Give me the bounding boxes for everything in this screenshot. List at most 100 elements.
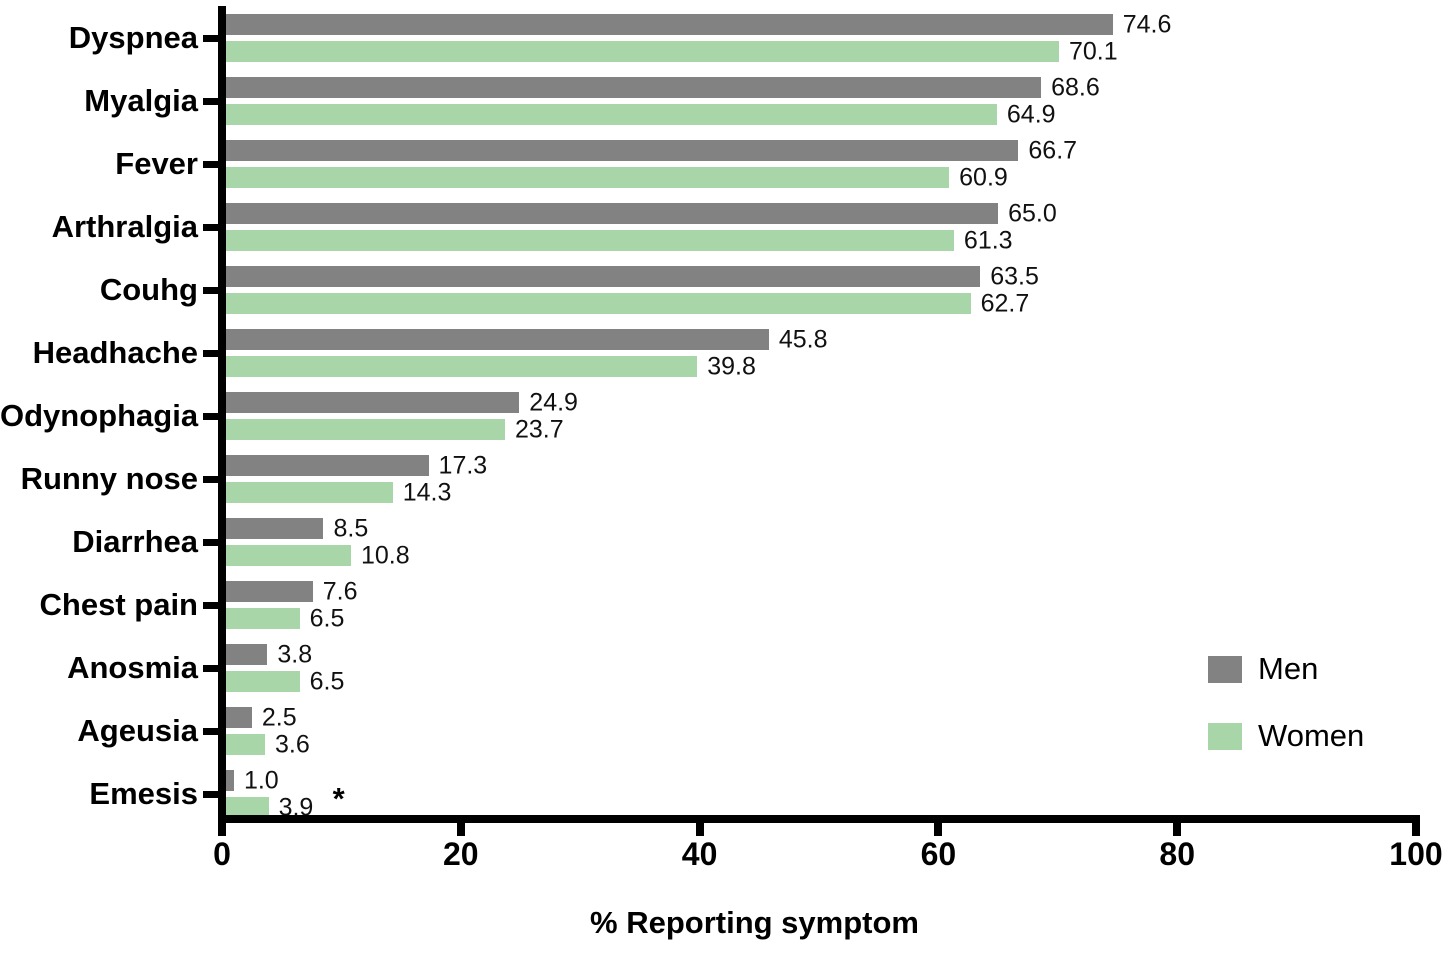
value-label-women-chest-pain: 6.5 bbox=[309, 604, 345, 632]
value-label-women-diarrhea: 10.8 bbox=[360, 541, 410, 569]
bar-men-ageusia bbox=[226, 707, 252, 728]
y-tick-headhache bbox=[203, 349, 218, 357]
category-label-myalgia: Myalgia bbox=[84, 83, 198, 118]
y-tick-couhg bbox=[203, 286, 218, 294]
y-tick-emesis bbox=[203, 790, 218, 798]
bar-women-myalgia bbox=[226, 104, 997, 125]
value-label-men-dyspnea: 74.6 bbox=[1122, 10, 1172, 38]
category-label-anosmia: Anosmia bbox=[67, 650, 198, 685]
category-label-dyspnea: Dyspnea bbox=[68, 20, 198, 55]
value-label-men-arthralgia: 65.0 bbox=[1008, 199, 1057, 227]
y-tick-fever bbox=[203, 160, 218, 168]
y-tick-myalgia bbox=[203, 97, 218, 105]
bar-women-anosmia bbox=[226, 671, 300, 692]
x-tick-0 bbox=[218, 823, 226, 836]
bar-men-chest-pain bbox=[226, 581, 313, 602]
women-color-swatch bbox=[1208, 722, 1242, 750]
y-tick-chest-pain bbox=[203, 601, 218, 609]
category-label-diarrhea: Diarrhea bbox=[72, 524, 198, 559]
x-tick-100 bbox=[1412, 823, 1420, 836]
value-label-women-dyspnea: 70.1 bbox=[1068, 37, 1118, 65]
y-axis-line bbox=[218, 6, 226, 823]
value-label-men-headhache: 45.8 bbox=[778, 325, 828, 353]
x-tick-label-0: 0 bbox=[213, 836, 231, 872]
x-tick-label-60: 60 bbox=[920, 836, 957, 872]
value-label-men-myalgia: 68.6 bbox=[1051, 73, 1100, 101]
x-tick-label-100: 100 bbox=[1389, 836, 1443, 872]
value-label-women-arthralgia: 61.3 bbox=[963, 226, 1013, 254]
x-tick-label-20: 20 bbox=[443, 836, 479, 872]
bar-women-ageusia bbox=[226, 734, 265, 755]
value-label-women-fever: 60.9 bbox=[959, 163, 1008, 191]
category-label-chest-pain: Chest pain bbox=[39, 587, 198, 622]
bar-men-myalgia bbox=[226, 77, 1042, 98]
value-label-women-anosmia: 6.5 bbox=[309, 667, 345, 695]
x-tick-80 bbox=[1173, 823, 1182, 836]
bar-men-arthralgia bbox=[226, 203, 999, 224]
bar-men-dyspnea bbox=[226, 14, 1113, 35]
x-axis-title: % Reporting symptom bbox=[590, 905, 919, 940]
x-tick-20 bbox=[456, 823, 465, 836]
bar-men-runny-nose bbox=[226, 455, 429, 476]
value-label-men-couhg: 63.5 bbox=[990, 262, 1039, 290]
value-label-women-runny-nose: 14.3 bbox=[402, 478, 452, 506]
men-color-swatch bbox=[1208, 655, 1242, 683]
category-label-fever: Fever bbox=[115, 146, 198, 181]
value-label-women-odynophagia: 23.7 bbox=[514, 415, 564, 443]
bar-men-emesis bbox=[226, 770, 234, 791]
category-label-headhache: Headhache bbox=[32, 335, 198, 370]
y-tick-diarrhea bbox=[203, 538, 218, 546]
value-label-women-myalgia: 64.9 bbox=[1006, 100, 1056, 128]
y-tick-dyspnea bbox=[203, 34, 218, 42]
bar-women-fever bbox=[226, 167, 950, 188]
bar-women-chest-pain bbox=[226, 608, 300, 629]
x-tick-60 bbox=[934, 823, 943, 836]
category-label-emesis: Emesis bbox=[89, 776, 198, 811]
category-label-ageusia: Ageusia bbox=[77, 713, 198, 748]
bar-women-odynophagia bbox=[226, 419, 505, 440]
bar-women-dyspnea bbox=[226, 41, 1059, 62]
bar-women-emesis bbox=[226, 797, 269, 818]
value-label-women-headhache: 39.8 bbox=[707, 352, 756, 380]
value-label-men-anosmia: 3.8 bbox=[277, 640, 313, 668]
y-tick-arthralgia bbox=[203, 223, 218, 231]
bar-women-runny-nose bbox=[226, 482, 393, 503]
category-label-couhg: Couhg bbox=[99, 272, 198, 307]
bar-men-fever bbox=[226, 140, 1019, 161]
bar-men-couhg bbox=[226, 266, 981, 287]
value-label-women-couhg: 62.7 bbox=[980, 289, 1030, 317]
value-label-men-emesis: 1.0 bbox=[243, 766, 279, 794]
category-label-odynophagia: Odynophagia bbox=[0, 398, 199, 433]
x-axis-line bbox=[218, 815, 1420, 823]
category-label-runny-nose: Runny nose bbox=[20, 461, 198, 496]
bar-men-headhache bbox=[226, 329, 769, 350]
value-label-men-chest-pain: 7.6 bbox=[322, 577, 358, 605]
value-label-men-fever: 66.7 bbox=[1028, 136, 1078, 164]
x-tick-label-40: 40 bbox=[681, 836, 718, 872]
category-label-arthralgia: Arthralgia bbox=[51, 209, 198, 244]
significance-star-emesis: * bbox=[332, 781, 345, 816]
bar-men-odynophagia bbox=[226, 392, 520, 413]
value-label-men-diarrhea: 8.5 bbox=[333, 514, 369, 542]
value-label-men-odynophagia: 24.9 bbox=[529, 388, 578, 416]
bar-women-diarrhea bbox=[226, 545, 351, 566]
bar-women-headhache bbox=[226, 356, 698, 377]
legend: Men Women bbox=[1208, 651, 1365, 786]
value-label-women-ageusia: 3.6 bbox=[274, 730, 310, 758]
bar-men-diarrhea bbox=[226, 518, 324, 539]
bar-women-arthralgia bbox=[226, 230, 954, 251]
legend-label-men: Men bbox=[1258, 651, 1319, 686]
y-tick-odynophagia bbox=[203, 412, 218, 420]
y-tick-anosmia bbox=[203, 664, 218, 672]
x-tick-40 bbox=[695, 823, 704, 836]
y-tick-runny-nose bbox=[203, 475, 218, 483]
y-tick-ageusia bbox=[203, 727, 218, 735]
value-label-men-ageusia: 2.5 bbox=[261, 703, 297, 731]
bar-women-couhg bbox=[226, 293, 971, 314]
x-tick-label-80: 80 bbox=[1159, 836, 1195, 872]
legend-label-women: Women bbox=[1258, 718, 1365, 753]
bar-men-anosmia bbox=[226, 644, 268, 665]
value-label-men-runny-nose: 17.3 bbox=[438, 451, 488, 479]
